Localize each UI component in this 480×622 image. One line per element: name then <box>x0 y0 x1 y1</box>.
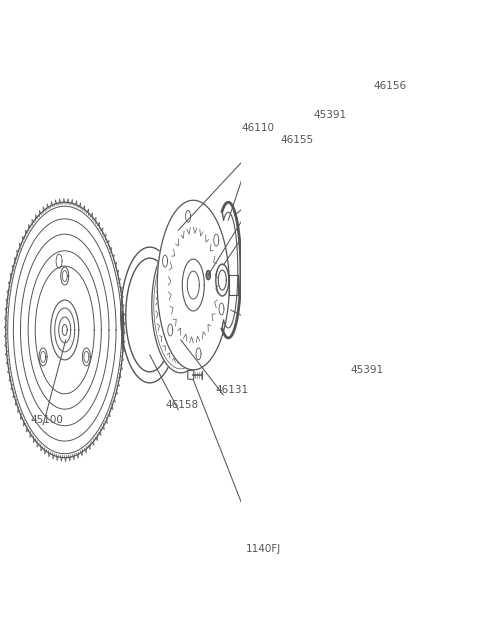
Polygon shape <box>121 247 179 383</box>
Polygon shape <box>157 200 229 370</box>
Polygon shape <box>6 202 124 458</box>
Text: 45391: 45391 <box>351 365 384 375</box>
Polygon shape <box>156 288 174 332</box>
Text: 46110: 46110 <box>242 123 275 133</box>
Polygon shape <box>152 237 210 373</box>
FancyBboxPatch shape <box>188 370 194 379</box>
Text: 46155: 46155 <box>281 136 314 146</box>
Text: 46156: 46156 <box>373 80 407 91</box>
Text: 46131: 46131 <box>216 385 249 395</box>
Text: 45100: 45100 <box>31 415 63 425</box>
Text: 45391: 45391 <box>313 111 347 121</box>
Polygon shape <box>216 264 229 296</box>
Text: 1140FJ: 1140FJ <box>246 544 281 554</box>
Polygon shape <box>206 271 210 279</box>
Text: 46158: 46158 <box>166 400 199 410</box>
